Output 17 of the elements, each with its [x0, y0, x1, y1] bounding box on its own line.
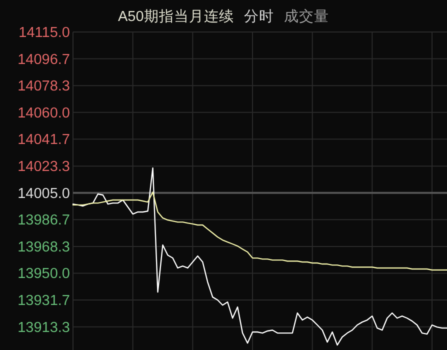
- y-tick-label: 14078.3: [18, 78, 70, 95]
- y-tick-label: 14023.3: [18, 159, 70, 176]
- y-tick-label: 13913.3: [18, 320, 70, 336]
- y-tick-label: 13950.0: [18, 266, 70, 282]
- y-tick-label: 13968.3: [18, 239, 70, 256]
- line-series: [72, 167, 447, 346]
- y-tick-label: 14096.7: [18, 52, 70, 68]
- y-tick-label: 13931.7: [18, 292, 70, 309]
- y-tick-label: 14115.0: [18, 25, 70, 41]
- line-series: [72, 192, 447, 271]
- chart-title: A50期指当月连续: [118, 8, 234, 25]
- y-tick-label: 13986.7: [18, 212, 70, 229]
- y-tick-label: 14041.7: [18, 132, 70, 148]
- y-tick-label: 14060.0: [18, 105, 70, 122]
- text: 成交量: [284, 8, 329, 25]
- text: 分时: [244, 8, 274, 25]
- y-tick-label: 14005.0: [18, 186, 70, 202]
